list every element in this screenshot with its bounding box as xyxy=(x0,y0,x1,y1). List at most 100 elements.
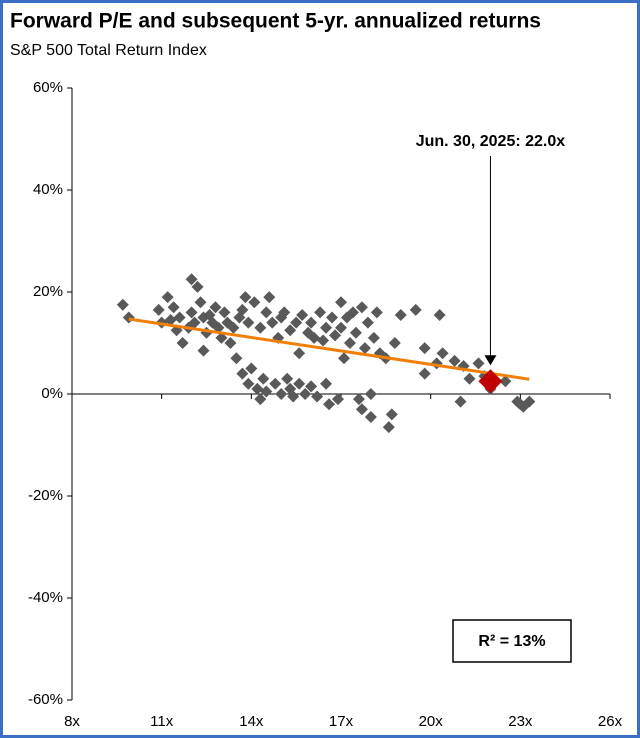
point xyxy=(185,306,198,319)
y-tick-label: 60% xyxy=(33,79,63,96)
point xyxy=(176,337,189,349)
point xyxy=(418,342,431,355)
point xyxy=(329,329,342,342)
point xyxy=(335,296,347,309)
x-tick-label: 11x xyxy=(150,713,174,730)
point xyxy=(382,421,395,434)
point xyxy=(281,372,294,385)
point xyxy=(245,362,258,375)
point xyxy=(278,306,291,319)
point xyxy=(305,316,318,329)
point xyxy=(218,306,231,319)
point xyxy=(164,314,177,327)
point xyxy=(236,303,249,316)
point xyxy=(320,321,333,334)
point xyxy=(185,273,198,286)
point xyxy=(308,331,321,344)
point xyxy=(251,382,264,395)
point xyxy=(367,331,380,344)
point xyxy=(320,377,333,390)
point xyxy=(311,390,324,403)
point xyxy=(254,321,267,334)
point xyxy=(254,393,267,406)
point xyxy=(287,390,300,403)
point xyxy=(349,326,362,339)
y-tick-label: -40% xyxy=(28,589,63,606)
point xyxy=(242,316,255,329)
point xyxy=(173,311,186,324)
point xyxy=(337,352,350,365)
point xyxy=(248,296,261,309)
point xyxy=(293,377,306,390)
point xyxy=(388,337,401,349)
point xyxy=(370,306,383,319)
point xyxy=(161,291,174,304)
point xyxy=(394,308,407,321)
point xyxy=(167,301,180,314)
point xyxy=(523,395,536,408)
point xyxy=(346,306,359,319)
y-tick-label: 40% xyxy=(33,181,63,198)
y-tick-label: 0% xyxy=(41,385,63,402)
point xyxy=(269,377,282,390)
point xyxy=(361,316,374,329)
x-tick-label: 26x xyxy=(598,713,623,730)
trendline xyxy=(128,317,530,381)
point xyxy=(230,352,243,365)
point xyxy=(433,308,446,321)
point xyxy=(260,306,273,319)
point xyxy=(284,324,297,337)
point xyxy=(514,398,527,411)
point xyxy=(275,388,288,400)
x-tick-label: 8x xyxy=(64,713,80,730)
point xyxy=(194,296,207,309)
point xyxy=(499,375,512,388)
point xyxy=(335,321,347,334)
x-tick-label: 23x xyxy=(508,713,533,730)
point xyxy=(323,398,336,411)
r-squared-label: R² = 13% xyxy=(478,633,545,650)
point xyxy=(290,316,303,329)
point xyxy=(197,344,210,357)
point xyxy=(448,354,461,367)
point xyxy=(364,388,377,400)
point xyxy=(224,337,237,349)
arrow-head xyxy=(484,355,497,366)
point xyxy=(352,393,365,406)
point xyxy=(257,372,270,385)
point xyxy=(242,377,255,390)
point xyxy=(116,298,129,311)
point xyxy=(299,388,312,400)
point xyxy=(314,306,327,319)
point xyxy=(188,316,201,329)
point xyxy=(355,301,368,314)
x-tick-label: 17x xyxy=(329,713,354,730)
x-tick-label: 20x xyxy=(419,713,444,730)
x-tick-label: 14x xyxy=(239,713,264,730)
point xyxy=(418,367,431,380)
point xyxy=(436,347,449,360)
point xyxy=(454,395,467,408)
point xyxy=(296,308,309,321)
point xyxy=(239,291,252,304)
point xyxy=(293,347,306,360)
point xyxy=(364,410,377,423)
point xyxy=(227,321,240,334)
chart-subtitle: S&P 500 Total Return Index xyxy=(10,42,207,59)
point xyxy=(385,408,398,421)
point xyxy=(358,342,371,355)
y-tick-label: -60% xyxy=(28,691,63,708)
y-tick-label: -20% xyxy=(28,487,63,504)
point xyxy=(332,393,345,406)
r-squared-box xyxy=(452,619,572,663)
point xyxy=(260,385,273,398)
point xyxy=(472,357,485,370)
point xyxy=(355,403,368,416)
point xyxy=(409,303,422,316)
point xyxy=(317,334,330,347)
point xyxy=(343,337,356,349)
point xyxy=(263,291,276,304)
